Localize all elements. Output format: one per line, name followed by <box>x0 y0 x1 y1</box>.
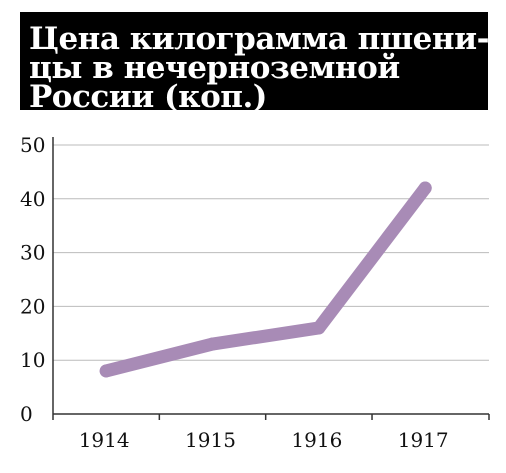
x-tick-label: 1916 <box>291 428 342 452</box>
x-tick-label: 1914 <box>79 428 130 452</box>
data-point <box>312 321 326 335</box>
axes <box>52 137 490 420</box>
y-tick-label: 0 <box>20 402 33 426</box>
data-point <box>206 337 220 351</box>
data-point <box>418 181 432 195</box>
title-box: Цена килограмма пшени- цы в нечерноземно… <box>20 12 489 115</box>
y-tick-label: 50 <box>20 133 45 157</box>
chart-title-line-3: России (коп.) <box>29 79 267 115</box>
y-tick-label: 30 <box>20 241 45 265</box>
y-tick-label: 40 <box>20 187 45 211</box>
series-line <box>99 181 432 378</box>
y-tick-label: 20 <box>20 294 45 318</box>
series-layer <box>99 181 432 378</box>
x-tick-label: 1915 <box>185 428 236 452</box>
chart-title-line-2: цы в нечерноземной <box>29 50 400 86</box>
x-tick-label: 1917 <box>398 428 449 452</box>
y-tick-label: 10 <box>20 348 45 372</box>
grid-lines <box>53 144 489 361</box>
tick-labels: 0 10 20 30 40 50 1914 1915 1916 1917 <box>20 133 449 452</box>
data-point <box>99 364 113 378</box>
chart-title-line-1: Цена килограмма пшени- <box>29 21 489 57</box>
